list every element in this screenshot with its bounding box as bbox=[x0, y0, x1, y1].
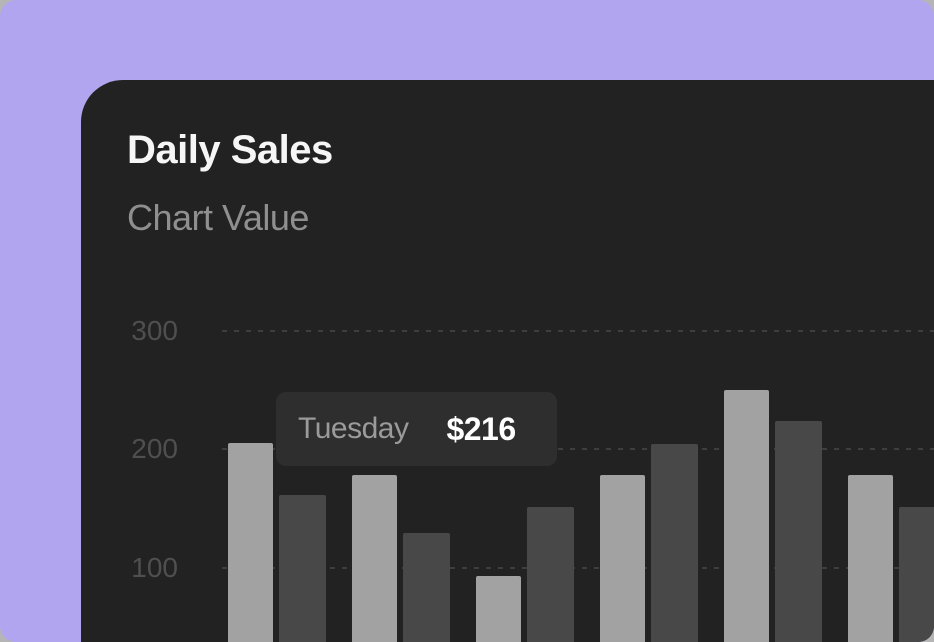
chart-bar-light-0[interactable] bbox=[228, 443, 273, 642]
card-title: Daily Sales bbox=[127, 128, 333, 172]
chart-bar-light-4[interactable] bbox=[724, 389, 769, 642]
gridline-200 bbox=[222, 448, 934, 450]
chart-tooltip: Tuesday $216 bbox=[276, 392, 557, 466]
y-axis-tick-200: 200 bbox=[131, 433, 178, 464]
chart-bar-light-2[interactable] bbox=[476, 575, 521, 642]
daily-sales-card: Daily Sales Chart Value Tuesday $216 300… bbox=[81, 80, 934, 642]
y-axis-tick-300: 300 bbox=[131, 314, 178, 346]
chart-bar-dark-4[interactable] bbox=[775, 420, 822, 642]
tooltip-day-label: Tuesday bbox=[298, 412, 409, 445]
gridline-100 bbox=[222, 566, 934, 569]
chart-bar-light-3[interactable] bbox=[600, 475, 645, 642]
bar-chart: Tuesday $216 300 200 100 bbox=[81, 80, 934, 642]
chart-bar-light-5[interactable] bbox=[848, 475, 893, 642]
chart-bar-dark-3[interactable] bbox=[651, 444, 698, 642]
y-axis-tick-100: 100 bbox=[131, 551, 178, 583]
card-subtitle: Chart Value bbox=[127, 197, 309, 238]
chart-bar-dark-0[interactable] bbox=[279, 495, 326, 642]
tooltip-value: $216 bbox=[446, 410, 516, 447]
chart-bar-light-1[interactable] bbox=[352, 475, 397, 642]
chart-bar-dark-2[interactable] bbox=[527, 507, 574, 642]
chart-bar-dark-5[interactable] bbox=[899, 507, 934, 642]
chart-bar-dark-1[interactable] bbox=[403, 533, 450, 642]
gridline-300 bbox=[222, 329, 934, 332]
